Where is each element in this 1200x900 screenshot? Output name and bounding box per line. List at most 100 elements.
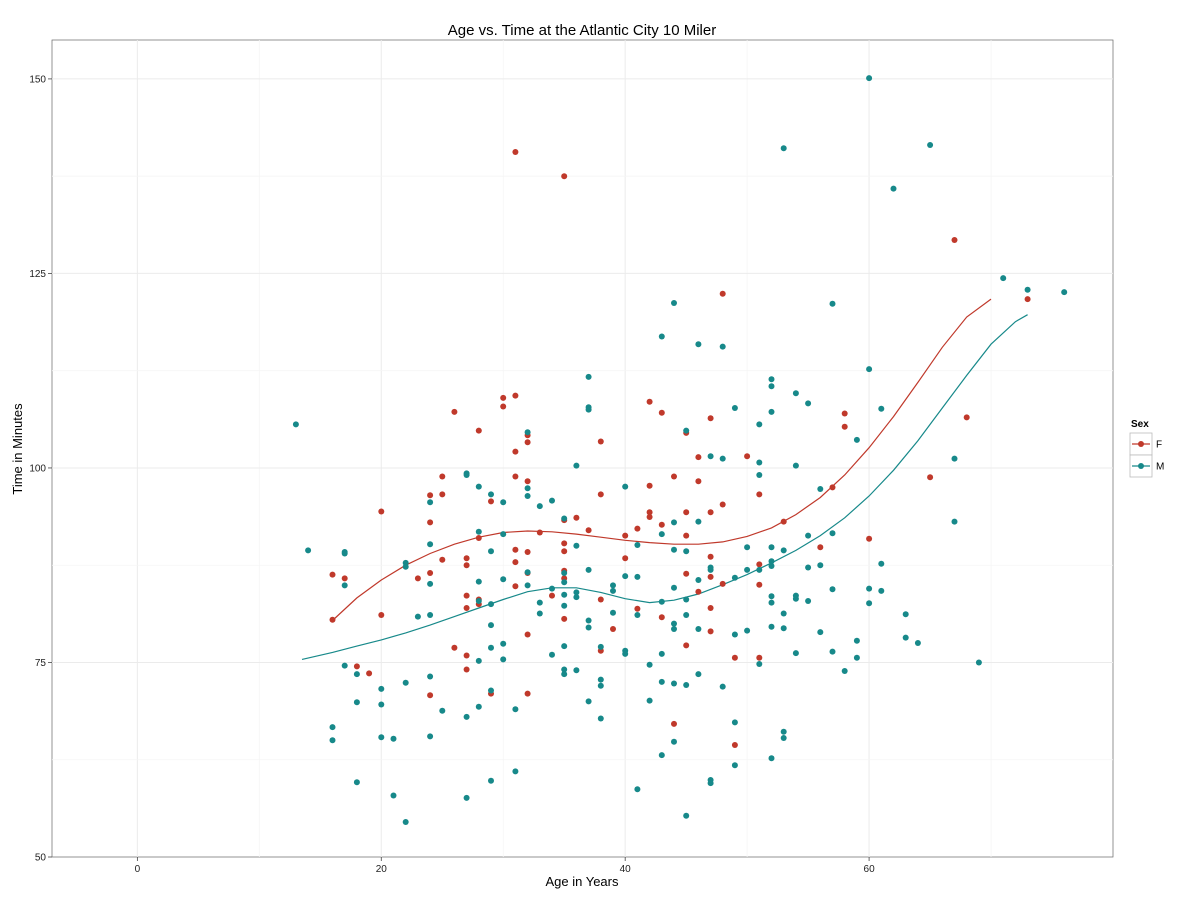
data-point-m (695, 626, 702, 632)
data-point-m (744, 627, 751, 634)
data-point-m (622, 483, 629, 490)
x-axis-title: Age in Years (545, 874, 619, 889)
legend-items: FM (1129, 432, 1164, 478)
data-point-m (671, 738, 677, 745)
x-tick-label: 60 (864, 864, 876, 875)
data-point-m (427, 612, 434, 618)
data-point-m (853, 637, 860, 644)
data-point-m (402, 563, 409, 570)
data-point-m (756, 459, 763, 466)
data-point-m (658, 333, 665, 340)
data-point-f (658, 409, 665, 416)
data-point-m (841, 668, 848, 674)
data-point-f (634, 525, 641, 532)
data-point-m (329, 737, 336, 744)
data-point-f (817, 544, 824, 551)
data-point-m (683, 427, 690, 434)
data-point-m (488, 601, 494, 608)
data-point-m (707, 566, 714, 573)
data-point-m (695, 518, 702, 525)
data-point-m (792, 595, 799, 602)
data-point-f (707, 509, 714, 516)
data-point-f (427, 519, 434, 526)
data-point-f (744, 453, 751, 460)
data-point-m (500, 531, 507, 538)
data-point-m (768, 376, 775, 383)
y-tick-label: 100 (29, 463, 46, 474)
y-axis-title: Time in Minutes (10, 403, 25, 495)
data-point-m (622, 650, 629, 657)
data-point-m (439, 707, 446, 714)
data-point-f (463, 605, 470, 611)
data-point-f (658, 521, 665, 528)
data-point-m (792, 462, 799, 469)
data-point-m (951, 455, 958, 462)
data-point-m (780, 547, 787, 554)
data-point-f (488, 498, 494, 505)
data-point-m (805, 598, 812, 604)
data-point-m (817, 486, 824, 492)
chart-title: Age vs. Time at the Atlantic City 10 Mil… (448, 22, 716, 39)
data-point-f (524, 439, 531, 446)
data-point-m (805, 400, 812, 407)
data-point-m (719, 343, 726, 350)
data-point-m (353, 779, 360, 786)
data-point-m (780, 735, 787, 741)
data-point-m (817, 629, 824, 636)
data-point-m (646, 697, 653, 704)
data-point-f (634, 605, 641, 612)
data-point-m (731, 574, 738, 581)
data-point-m (683, 682, 690, 688)
data-point-f (646, 482, 653, 489)
data-point-f (829, 484, 836, 491)
data-point-f (731, 742, 738, 748)
data-point-f (329, 571, 336, 578)
data-point-f (695, 478, 702, 485)
data-point-m (731, 405, 738, 411)
data-point-f (622, 532, 629, 539)
data-point-m (695, 341, 702, 348)
data-point-f (439, 491, 446, 498)
data-point-m (524, 485, 531, 492)
data-point-m (292, 421, 299, 428)
data-point-f (622, 555, 629, 562)
data-point-m (671, 300, 677, 306)
data-point-m (573, 462, 580, 469)
data-point-m (853, 436, 860, 443)
data-point-m (463, 472, 470, 478)
data-point-m (683, 548, 690, 555)
data-point-m (768, 558, 775, 565)
data-point-f (512, 392, 519, 399)
data-point-f (463, 592, 470, 599)
data-point-f (841, 410, 848, 417)
data-point-m (475, 578, 482, 585)
data-point-m (463, 713, 470, 720)
y-tick-label: 125 (29, 269, 46, 280)
data-point-f (463, 562, 470, 569)
legend-label-m: M (1156, 462, 1164, 473)
data-point-m (341, 550, 348, 557)
data-point-f (549, 592, 555, 599)
data-point-m (927, 142, 934, 148)
data-point-m (353, 699, 360, 706)
data-point-m (780, 625, 787, 632)
data-point-m (756, 421, 763, 428)
data-point-f (671, 473, 677, 480)
data-point-m (719, 455, 726, 462)
data-point-f (512, 149, 519, 155)
data-point-m (549, 651, 555, 658)
data-point-m (549, 585, 555, 592)
data-point-m (622, 573, 629, 580)
data-point-f (707, 415, 714, 422)
data-point-m (756, 566, 763, 573)
data-point-m (768, 599, 775, 606)
data-point-m (378, 685, 385, 692)
data-point-m (512, 706, 519, 713)
data-point-m (378, 701, 385, 708)
data-point-m (427, 733, 434, 740)
data-point-f (427, 570, 434, 576)
data-point-f (707, 628, 714, 635)
legend-label-f: F (1156, 440, 1162, 451)
data-point-f (866, 535, 873, 542)
